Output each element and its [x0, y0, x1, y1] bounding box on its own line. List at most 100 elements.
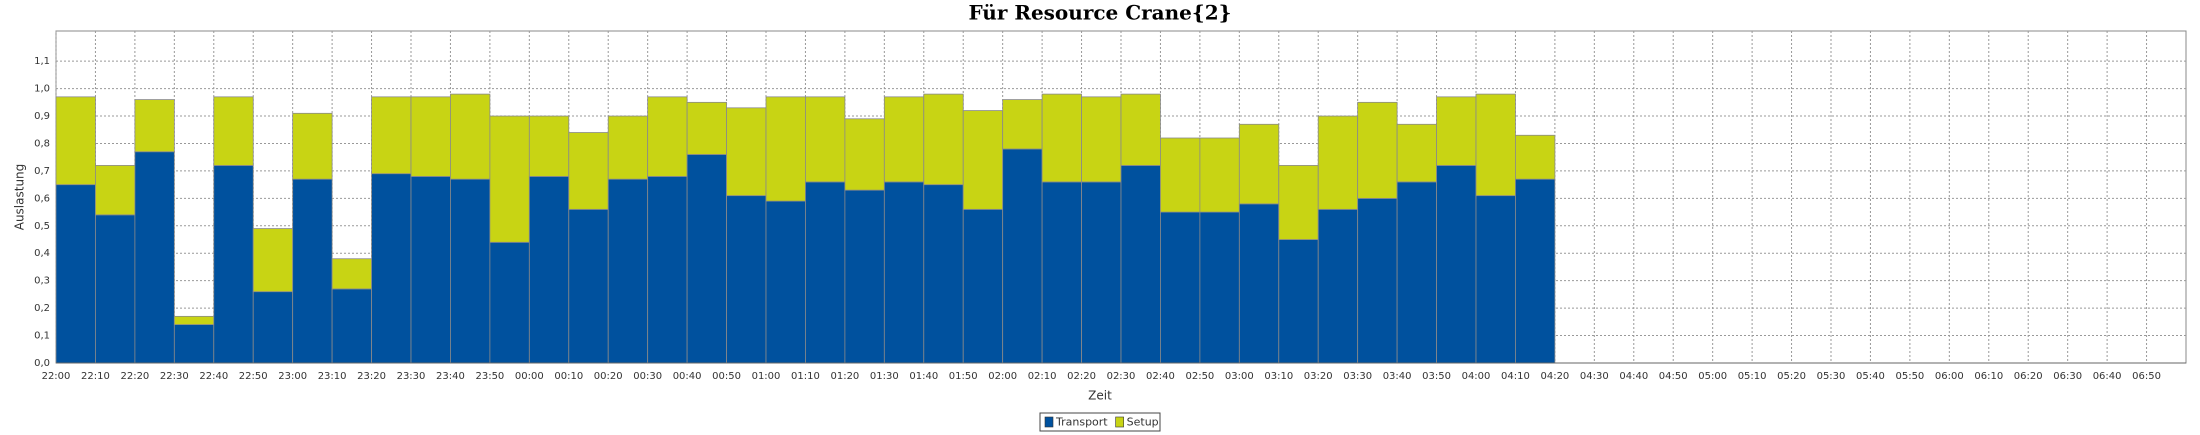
bar-segment [450, 178, 491, 364]
x-tick-label: 03:40 [1383, 371, 1412, 382]
y-tick-label: 0,7 [34, 166, 50, 177]
x-tick-label: 05:10 [1738, 371, 1767, 382]
bar-segment [371, 173, 412, 364]
x-tick-label: 04:50 [1659, 371, 1688, 382]
x-tick-label: 00:50 [712, 371, 741, 382]
bar-segment [1317, 208, 1359, 364]
bar-segment [450, 93, 491, 180]
bar-segment [1436, 165, 1477, 364]
x-tick-label: 04:30 [1580, 371, 1609, 382]
bar-segment [1160, 137, 1201, 213]
bar-segment [528, 176, 570, 364]
bar-segment [923, 93, 964, 186]
bar-segment [1515, 134, 1556, 180]
x-tick-label: 03:30 [1343, 371, 1372, 382]
x-tick-label: 06:20 [2014, 371, 2043, 382]
bar-segment [1002, 148, 1043, 364]
x-tick-label: 06:00 [1935, 371, 1964, 382]
legend-box [1039, 412, 1161, 432]
bar-segment [292, 112, 333, 180]
bar-segment [568, 132, 609, 210]
y-tick-label: 0,9 [34, 111, 50, 122]
y-tick-label: 0,0 [34, 358, 50, 369]
x-tick-label: 23:00 [278, 371, 307, 382]
bar-segment [844, 118, 885, 191]
bar-segment [252, 291, 294, 364]
bar-segment [607, 115, 649, 180]
bar-segment [331, 288, 372, 364]
x-tick-label: 22:00 [42, 371, 71, 382]
y-tick-label: 0,6 [34, 193, 50, 204]
x-tick-label: 03:00 [1225, 371, 1254, 382]
x-tick-label: 23:30 [397, 371, 426, 382]
bar-segment [1396, 181, 1437, 364]
bar-segment [647, 96, 688, 177]
x-tick-label: 04:20 [1540, 371, 1569, 382]
y-tick-label: 0,4 [34, 248, 50, 259]
bar-segment [1475, 93, 1516, 197]
bar-segment [1199, 137, 1240, 213]
bar-segment [173, 315, 215, 325]
bar-segment [55, 96, 96, 186]
bar-segment [1278, 239, 1319, 364]
x-tick-label: 22:50 [239, 371, 268, 382]
bar-segment [686, 101, 727, 155]
bar-segment [252, 228, 294, 293]
bar-segment [923, 184, 964, 364]
bar-segment [607, 178, 649, 364]
bar-segment [1357, 197, 1398, 364]
y-tick-label: 0,8 [34, 138, 50, 149]
bar-segment [1081, 96, 1122, 183]
x-tick-label: 05:00 [1698, 371, 1727, 382]
bar-segment [371, 96, 412, 175]
legend-label: Setup [1127, 416, 1159, 429]
x-tick-label: 00:20 [594, 371, 623, 382]
x-tick-label: 04:40 [1619, 371, 1648, 382]
x-tick-label: 02:30 [1107, 371, 1136, 382]
x-tick-label: 06:40 [2093, 371, 2122, 382]
bar-segment [962, 208, 1004, 364]
x-tick-label: 05:30 [1817, 371, 1846, 382]
bar-segment [726, 195, 767, 364]
bar-segment [410, 96, 451, 177]
x-tick-label: 23:10 [318, 371, 347, 382]
bar-segment [528, 115, 570, 177]
legend-label: Transport [1055, 416, 1108, 429]
bar-segment [1396, 123, 1437, 183]
x-tick-label: 03:50 [1422, 371, 1451, 382]
bar-segment [1436, 96, 1477, 166]
bar-segment [1041, 181, 1082, 364]
y-tick-label: 0,3 [34, 276, 50, 287]
bar-segment [726, 107, 767, 197]
legend-swatch [1115, 416, 1124, 428]
x-tick-label: 01:20 [830, 371, 859, 382]
x-tick-label: 04:10 [1501, 371, 1530, 382]
bar-segment [647, 176, 688, 364]
bar-segment [331, 258, 372, 290]
bar-segment [292, 178, 333, 364]
x-tick-label: 02:20 [1067, 371, 1096, 382]
y-tick-label: 1,0 [34, 84, 50, 95]
bar-segment [805, 96, 846, 183]
bar-segment [883, 96, 925, 183]
bar-segment [765, 96, 806, 202]
bar-segment [134, 99, 175, 153]
bar-segment [1475, 195, 1516, 364]
bar-segment [1317, 115, 1359, 210]
x-tick-label: 02:40 [1146, 371, 1175, 382]
x-tick-label: 05:20 [1777, 371, 1806, 382]
x-tick-label: 23:50 [475, 371, 504, 382]
bar-segment [213, 96, 254, 166]
x-tick-label: 02:00 [988, 371, 1017, 382]
bar-segment [1238, 203, 1280, 364]
x-tick-label: 01:00 [752, 371, 781, 382]
x-tick-label: 03:20 [1304, 371, 1333, 382]
x-tick-label: 22:40 [199, 371, 228, 382]
bar-segment [1081, 181, 1122, 364]
bar-segment [134, 151, 175, 364]
bar-segment [489, 241, 530, 364]
x-tick-label: 00:40 [673, 371, 702, 382]
x-tick-label: 22:30 [160, 371, 189, 382]
bar-segment [1199, 211, 1240, 364]
